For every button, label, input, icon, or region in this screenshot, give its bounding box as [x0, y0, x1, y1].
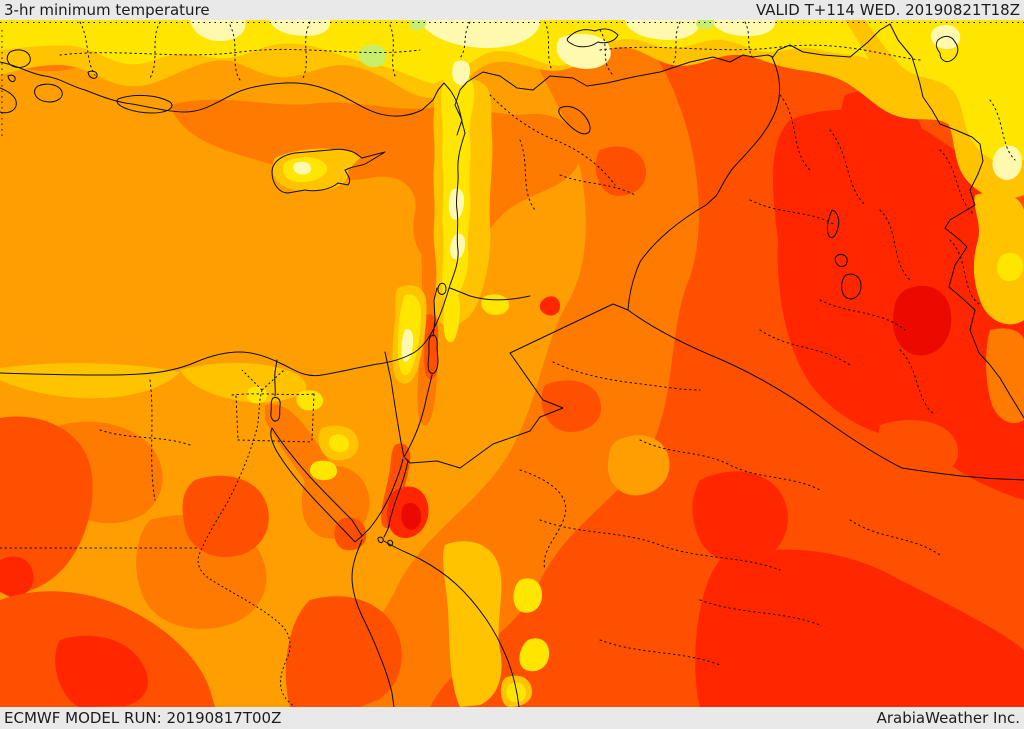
dead-sea — [427, 334, 439, 374]
lake-urmia — [935, 35, 959, 63]
lake-habbaniyah — [834, 254, 848, 267]
lake-van — [566, 28, 619, 48]
arava-border — [403, 374, 433, 458]
aqaba-east-bank — [383, 459, 409, 538]
coastlines — [0, 49, 520, 707]
map-title: 3-hr minimum temperature — [4, 0, 210, 19]
aegean-island — [34, 83, 63, 103]
egypt-israel-border — [384, 351, 405, 458]
red-sea-african-coast — [351, 539, 395, 707]
header-bar: 3-hr minimum temperature VALID T+114 WED… — [0, 0, 1024, 20]
syria-iraq-border — [627, 56, 781, 311]
sinai-aqaba-west-bank — [361, 458, 404, 537]
map-canvas — [0, 20, 1024, 707]
temperature-field — [0, 20, 1024, 707]
levant-egypt-coast — [0, 132, 466, 377]
nile-delta-branch — [261, 369, 285, 391]
jordan-saudi-border — [404, 303, 629, 469]
aegean-island — [7, 74, 16, 83]
rivers — [197, 369, 296, 707]
aegean-island — [87, 70, 98, 79]
valid-time-label: VALID T+114 WED. 20190821T18Z — [755, 0, 1020, 19]
iraq-saudi-border — [627, 309, 1024, 481]
lake-razzaza — [841, 273, 862, 300]
sea-of-galilee — [437, 282, 447, 295]
admin-borders — [0, 21, 1016, 666]
aegean-island — [6, 49, 31, 68]
footer-bar: ECMWF MODEL RUN: 20190817T00Z ArabiaWeat… — [0, 707, 1024, 729]
gulf-of-suez — [270, 427, 363, 543]
country-borders — [384, 23, 1024, 481]
provider-label: ArabiaWeather Inc. — [876, 708, 1020, 727]
lake-assad — [558, 105, 591, 135]
model-run-label: ECMWF MODEL RUN: 20190817T00Z — [4, 708, 282, 727]
iraq-iran-border — [889, 23, 1024, 419]
nile-delta-branch — [241, 369, 263, 391]
turkey-south-coast — [0, 61, 466, 134]
jordan-river — [432, 287, 438, 337]
red-sea-arabian-coast — [383, 540, 520, 707]
cyprus-coast — [271, 148, 386, 194]
greek-coast-fragment — [0, 87, 17, 114]
nile-river — [197, 389, 296, 707]
turkey-syria-iraq-border — [454, 23, 891, 136]
aegean-island — [116, 94, 173, 114]
temperature-map-svg — [0, 20, 1024, 707]
bitter-lakes — [270, 397, 281, 422]
lake-tharthar — [826, 209, 840, 239]
syria-jordan-border — [449, 287, 531, 301]
tiran-island — [377, 536, 384, 544]
lakes — [427, 28, 959, 374]
suez-canal — [274, 359, 278, 397]
latitude-gridline — [0, 22, 1024, 140]
